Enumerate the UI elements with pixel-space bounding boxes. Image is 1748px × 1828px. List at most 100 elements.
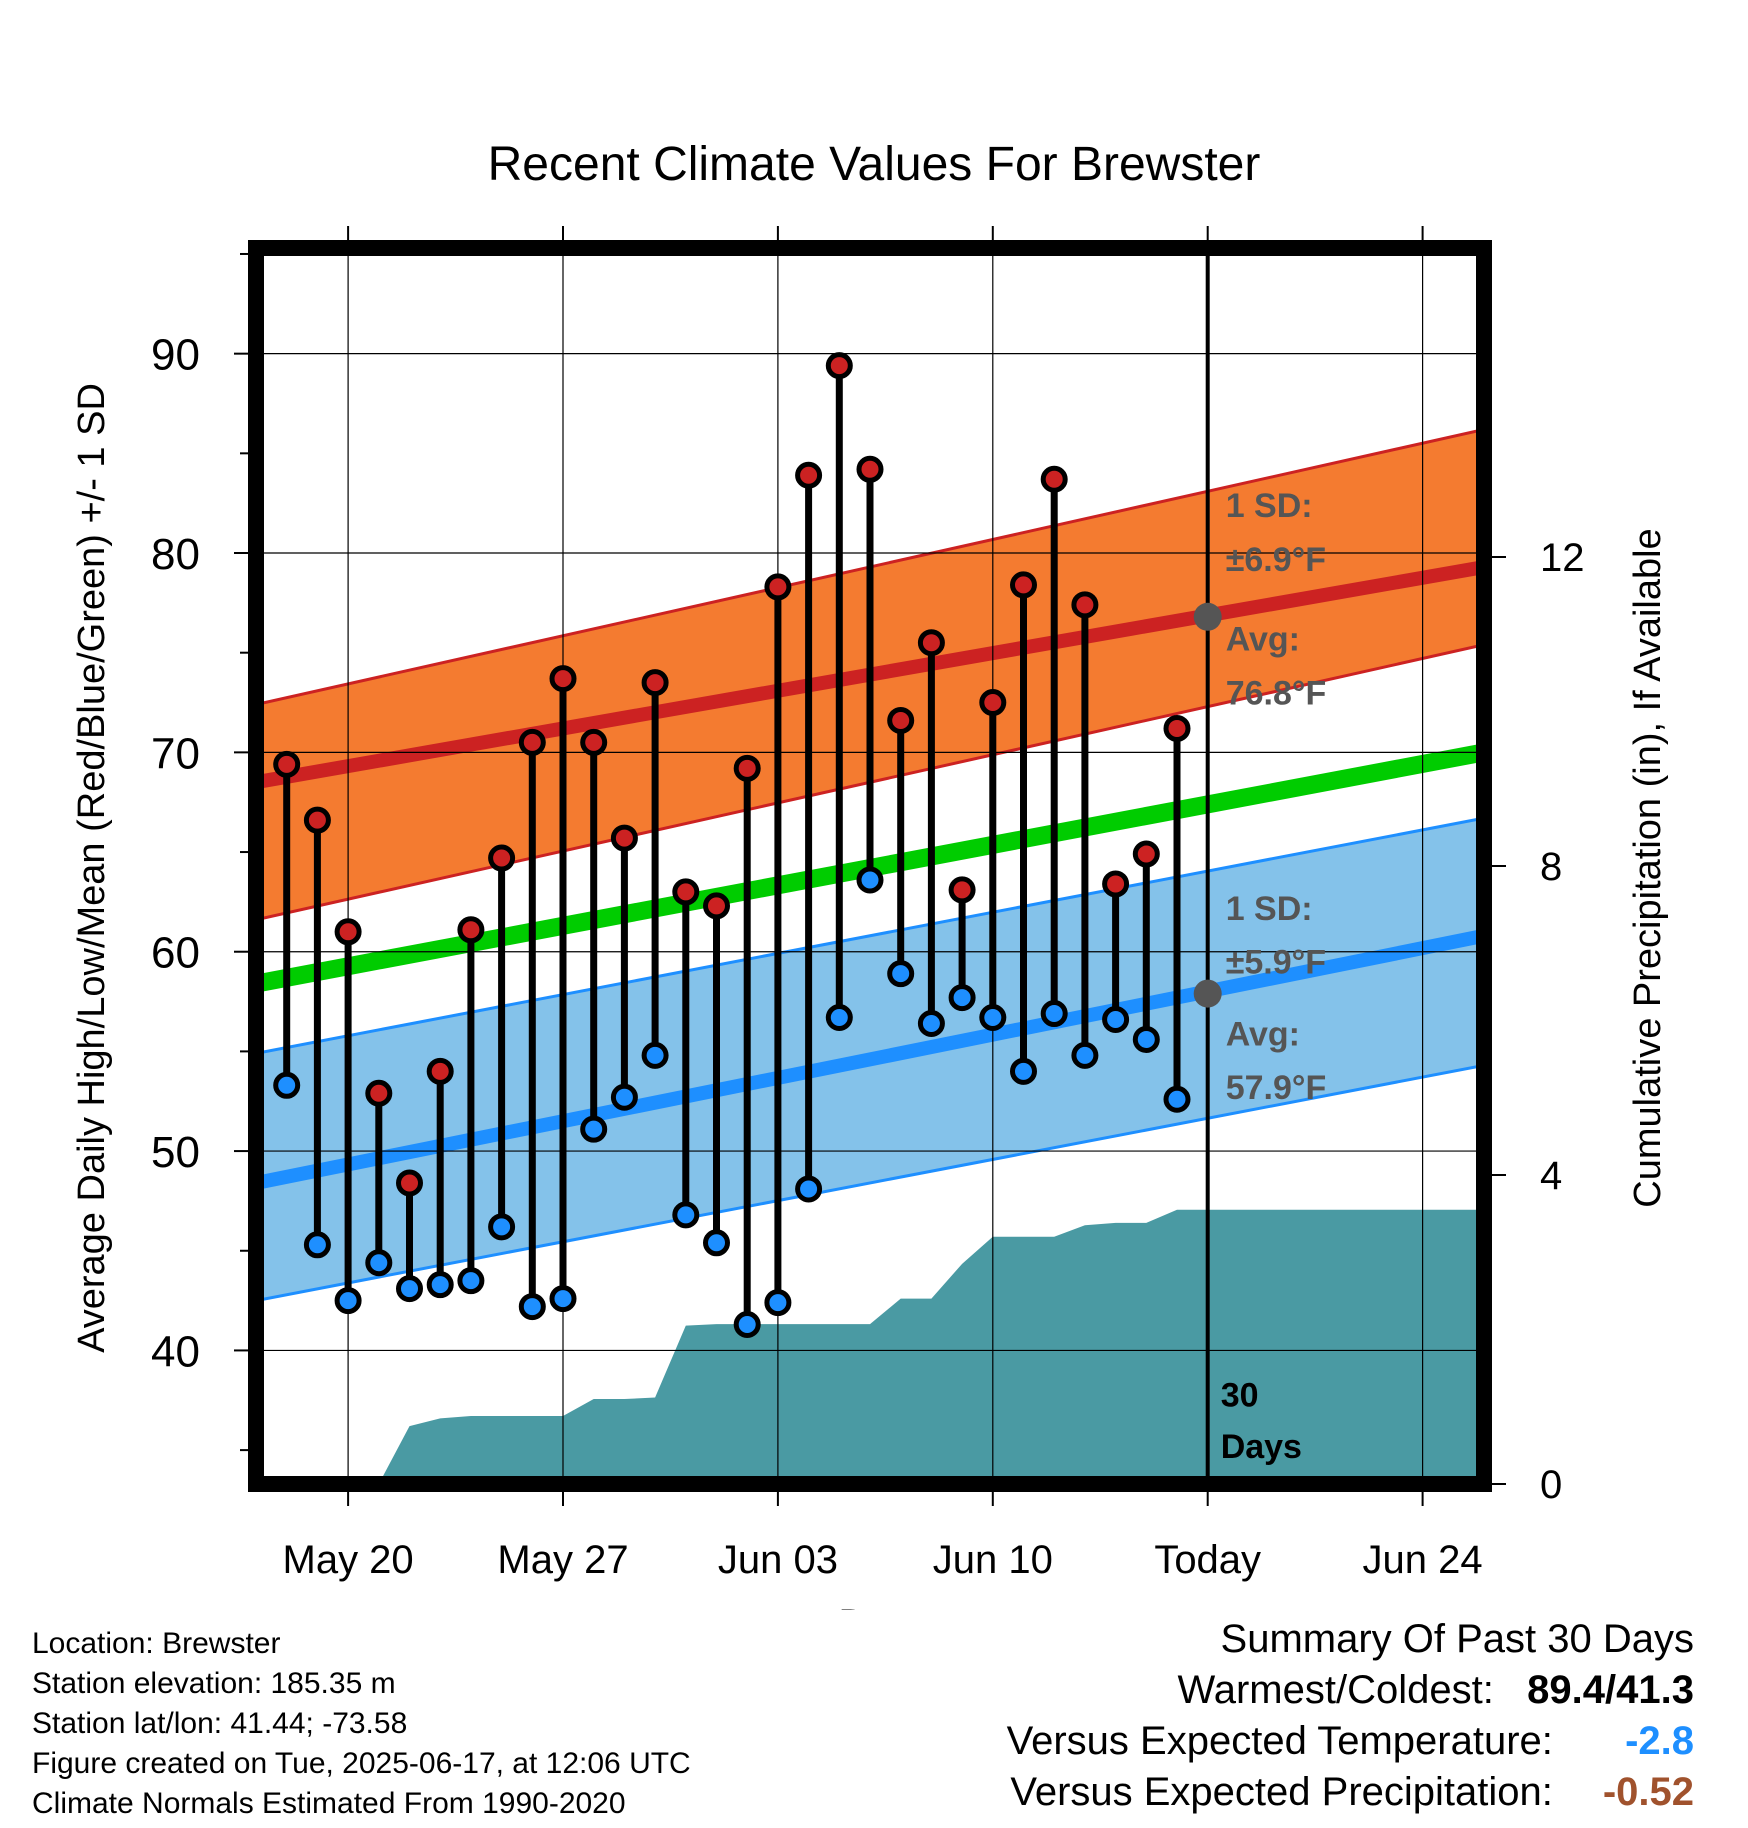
low-point xyxy=(1010,1057,1037,1085)
high-point xyxy=(979,689,1007,717)
x-tick-label: Jun 03 xyxy=(718,1538,838,1582)
low-point xyxy=(303,1231,331,1259)
high-point xyxy=(1010,571,1037,599)
low-point xyxy=(549,1285,577,1313)
y-tick-label: 60 xyxy=(151,929,200,978)
y-tick-label: 90 xyxy=(151,331,200,380)
low-point xyxy=(733,1311,761,1339)
low-point xyxy=(641,1041,669,1069)
low-mean-line xyxy=(256,928,1484,1190)
high-point xyxy=(273,750,301,778)
plot-inner xyxy=(256,248,1484,1484)
summary-temp: Versus Expected Temperature: -2.8 xyxy=(1007,1719,1694,1770)
x-tick-label: Jun 10 xyxy=(933,1538,1053,1582)
plot-frame xyxy=(248,240,1492,1492)
info-elevation: Station elevation: 185.35 m xyxy=(32,1667,396,1700)
high-point xyxy=(856,455,884,483)
low-point xyxy=(610,1083,638,1111)
low-point xyxy=(887,960,915,988)
low-point xyxy=(488,1213,516,1241)
high-point xyxy=(733,754,761,782)
y2-tick-label: 12 xyxy=(1540,536,1585,580)
high-point xyxy=(948,876,976,904)
low-point xyxy=(672,1201,700,1229)
high-point xyxy=(887,706,915,734)
low-point xyxy=(948,984,976,1012)
low-sd-label: 1 SD: xyxy=(1226,890,1313,928)
y2-axis-label: Cumulative Precipitation (in), If Availa… xyxy=(1627,528,1669,1207)
high-point xyxy=(303,806,331,834)
y-tick-label: 40 xyxy=(151,1327,200,1376)
y-tick-label: 80 xyxy=(151,530,200,579)
high-avg-value: 76.8°F xyxy=(1226,675,1327,713)
days-label-text: Days xyxy=(1221,1428,1302,1466)
low-point xyxy=(457,1267,485,1295)
plot-area: 1 SD: ±6.9°F Avg: 76.8°F 1 SD: ±5.9°F Avg: 57.9… xyxy=(151,226,1585,1582)
high-point xyxy=(641,669,669,697)
precip-value: -0.52 xyxy=(1602,1770,1694,1814)
high-avg-label: Avg: xyxy=(1226,621,1300,659)
high-point xyxy=(795,461,823,489)
low-point xyxy=(979,1004,1007,1032)
high-point xyxy=(457,916,485,944)
y2-tick-label: 8 xyxy=(1540,845,1562,889)
summary-warm-cold: Warmest/Coldest: 89.4/41.3 xyxy=(1007,1668,1694,1719)
temp-label: Versus Expected Temperature: xyxy=(1006,1719,1553,1763)
chart-title: Recent Climate Values For Brewster xyxy=(488,138,1261,191)
info-normals: Climate Normals Estimated From 1990-2020 xyxy=(32,1787,626,1820)
low-sd-lower-edge xyxy=(256,1063,1484,1303)
info-latlon: Station lat/lon: 41.44; -73.58 xyxy=(32,1707,408,1740)
high-point xyxy=(549,665,577,693)
low-point xyxy=(273,1071,301,1099)
high-point xyxy=(1163,714,1191,742)
climate-chart: Recent Climate Values For Brewster 1 SD:… xyxy=(71,138,1669,1610)
y-axis-label: Average Daily High/Low/Mean (Red/Blue/Gr… xyxy=(71,383,113,1353)
precip-label: Versus Expected Precipitation: xyxy=(1010,1770,1553,1814)
high-point xyxy=(396,1169,423,1197)
y2-tick-label: 0 xyxy=(1540,1463,1562,1507)
high-point xyxy=(672,878,700,906)
info-created: Figure created on Tue, 2025-06-17, at 12… xyxy=(32,1747,691,1780)
low-avg-marker xyxy=(1193,979,1222,1008)
y2-tick-label: 4 xyxy=(1540,1154,1562,1198)
high-point xyxy=(1071,591,1099,619)
high-sd-label: 1 SD: xyxy=(1226,487,1313,525)
low-avg-label: Avg: xyxy=(1226,1015,1300,1053)
low-point xyxy=(1102,1006,1130,1034)
low-point xyxy=(1040,1000,1068,1028)
low-point xyxy=(365,1249,393,1277)
y-tick-label: 70 xyxy=(151,729,200,778)
high-point xyxy=(825,352,853,380)
station-info: Location: Brewster Station elevation: 18… xyxy=(32,1624,691,1824)
low-point xyxy=(518,1293,546,1321)
high-point xyxy=(1132,840,1160,868)
high-point xyxy=(917,629,945,657)
y-tick-label: 50 xyxy=(151,1128,200,1177)
low-sd-value: ±5.9°F xyxy=(1226,944,1326,982)
precipitation-area xyxy=(378,1209,1484,1484)
low-avg-value: 57.9°F xyxy=(1226,1069,1327,1107)
days-label-number: 30 xyxy=(1221,1376,1259,1414)
high-point xyxy=(610,824,638,852)
low-point xyxy=(334,1287,362,1315)
low-point xyxy=(1163,1085,1191,1113)
high-sd-value: ±6.9°F xyxy=(1226,541,1326,579)
high-point xyxy=(518,728,546,756)
summary-panel: Summary Of Past 30 Days Warmest/Coldest:… xyxy=(1007,1617,1694,1821)
high-avg-marker xyxy=(1193,602,1222,631)
high-point xyxy=(365,1079,393,1107)
high-point xyxy=(426,1057,454,1085)
temp-value: -2.8 xyxy=(1625,1719,1694,1763)
summary-precip: Versus Expected Precipitation: -0.52 xyxy=(1007,1770,1694,1821)
high-point xyxy=(488,844,516,872)
low-point xyxy=(580,1115,608,1143)
low-point xyxy=(426,1271,454,1299)
low-sd-upper-edge xyxy=(256,816,1484,1055)
low-point xyxy=(764,1289,792,1317)
x-tick-label: Jun 24 xyxy=(1363,1538,1483,1582)
low-point xyxy=(1071,1041,1099,1069)
high-point xyxy=(703,892,730,920)
x-tick-label: May 20 xyxy=(283,1538,414,1582)
warm-cold-label: Warmest/Coldest: xyxy=(1177,1668,1494,1712)
high-point xyxy=(1040,465,1068,493)
